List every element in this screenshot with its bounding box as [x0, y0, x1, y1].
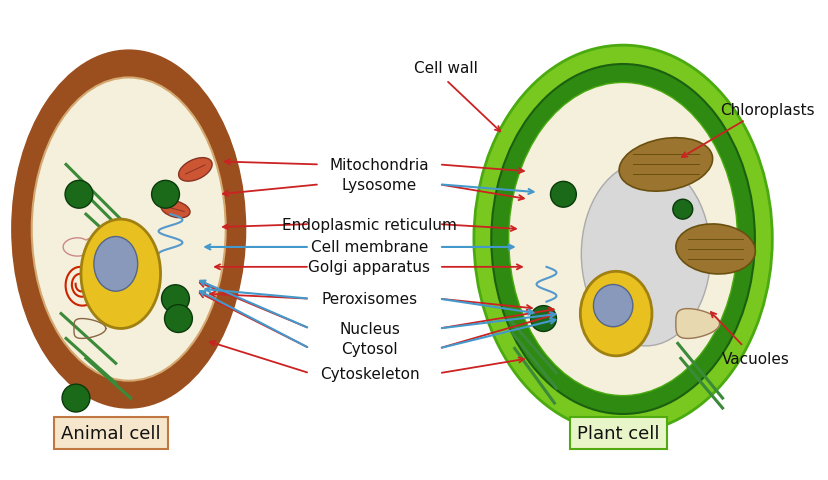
Ellipse shape: [62, 384, 89, 412]
Ellipse shape: [161, 285, 189, 313]
Ellipse shape: [164, 305, 192, 333]
Ellipse shape: [491, 65, 754, 414]
Text: Lysosome: Lysosome: [341, 178, 416, 192]
Text: Mitochondria: Mitochondria: [330, 157, 429, 173]
Ellipse shape: [550, 182, 575, 208]
Ellipse shape: [81, 220, 161, 329]
Text: Endoplasmic reticulum: Endoplasmic reticulum: [282, 217, 456, 232]
Ellipse shape: [672, 200, 692, 220]
Ellipse shape: [161, 201, 190, 218]
Text: Cell membrane: Cell membrane: [310, 240, 427, 255]
Ellipse shape: [619, 138, 712, 192]
Ellipse shape: [31, 78, 225, 381]
Text: Peroxisomes: Peroxisomes: [321, 291, 417, 307]
Text: Vacuoles: Vacuoles: [720, 351, 788, 366]
Polygon shape: [63, 238, 108, 257]
Ellipse shape: [580, 163, 710, 346]
Text: Nucleus: Nucleus: [339, 321, 399, 336]
Ellipse shape: [530, 306, 556, 332]
Ellipse shape: [65, 181, 93, 209]
Ellipse shape: [12, 51, 245, 408]
Ellipse shape: [508, 83, 737, 396]
Ellipse shape: [593, 285, 632, 327]
Ellipse shape: [178, 158, 212, 182]
Text: Plant cell: Plant cell: [576, 424, 658, 442]
Text: Golgi apparatus: Golgi apparatus: [308, 260, 430, 275]
Text: Cytosol: Cytosol: [340, 341, 397, 356]
Text: Chloroplasts: Chloroplasts: [720, 103, 814, 118]
Polygon shape: [675, 309, 719, 339]
Ellipse shape: [152, 181, 179, 209]
Text: Cell wall: Cell wall: [414, 61, 478, 76]
Ellipse shape: [94, 237, 137, 291]
Ellipse shape: [580, 272, 651, 356]
Text: Animal cell: Animal cell: [61, 424, 161, 442]
Ellipse shape: [474, 46, 772, 433]
Ellipse shape: [675, 225, 754, 275]
Text: Cytoskeleton: Cytoskeleton: [320, 366, 419, 381]
